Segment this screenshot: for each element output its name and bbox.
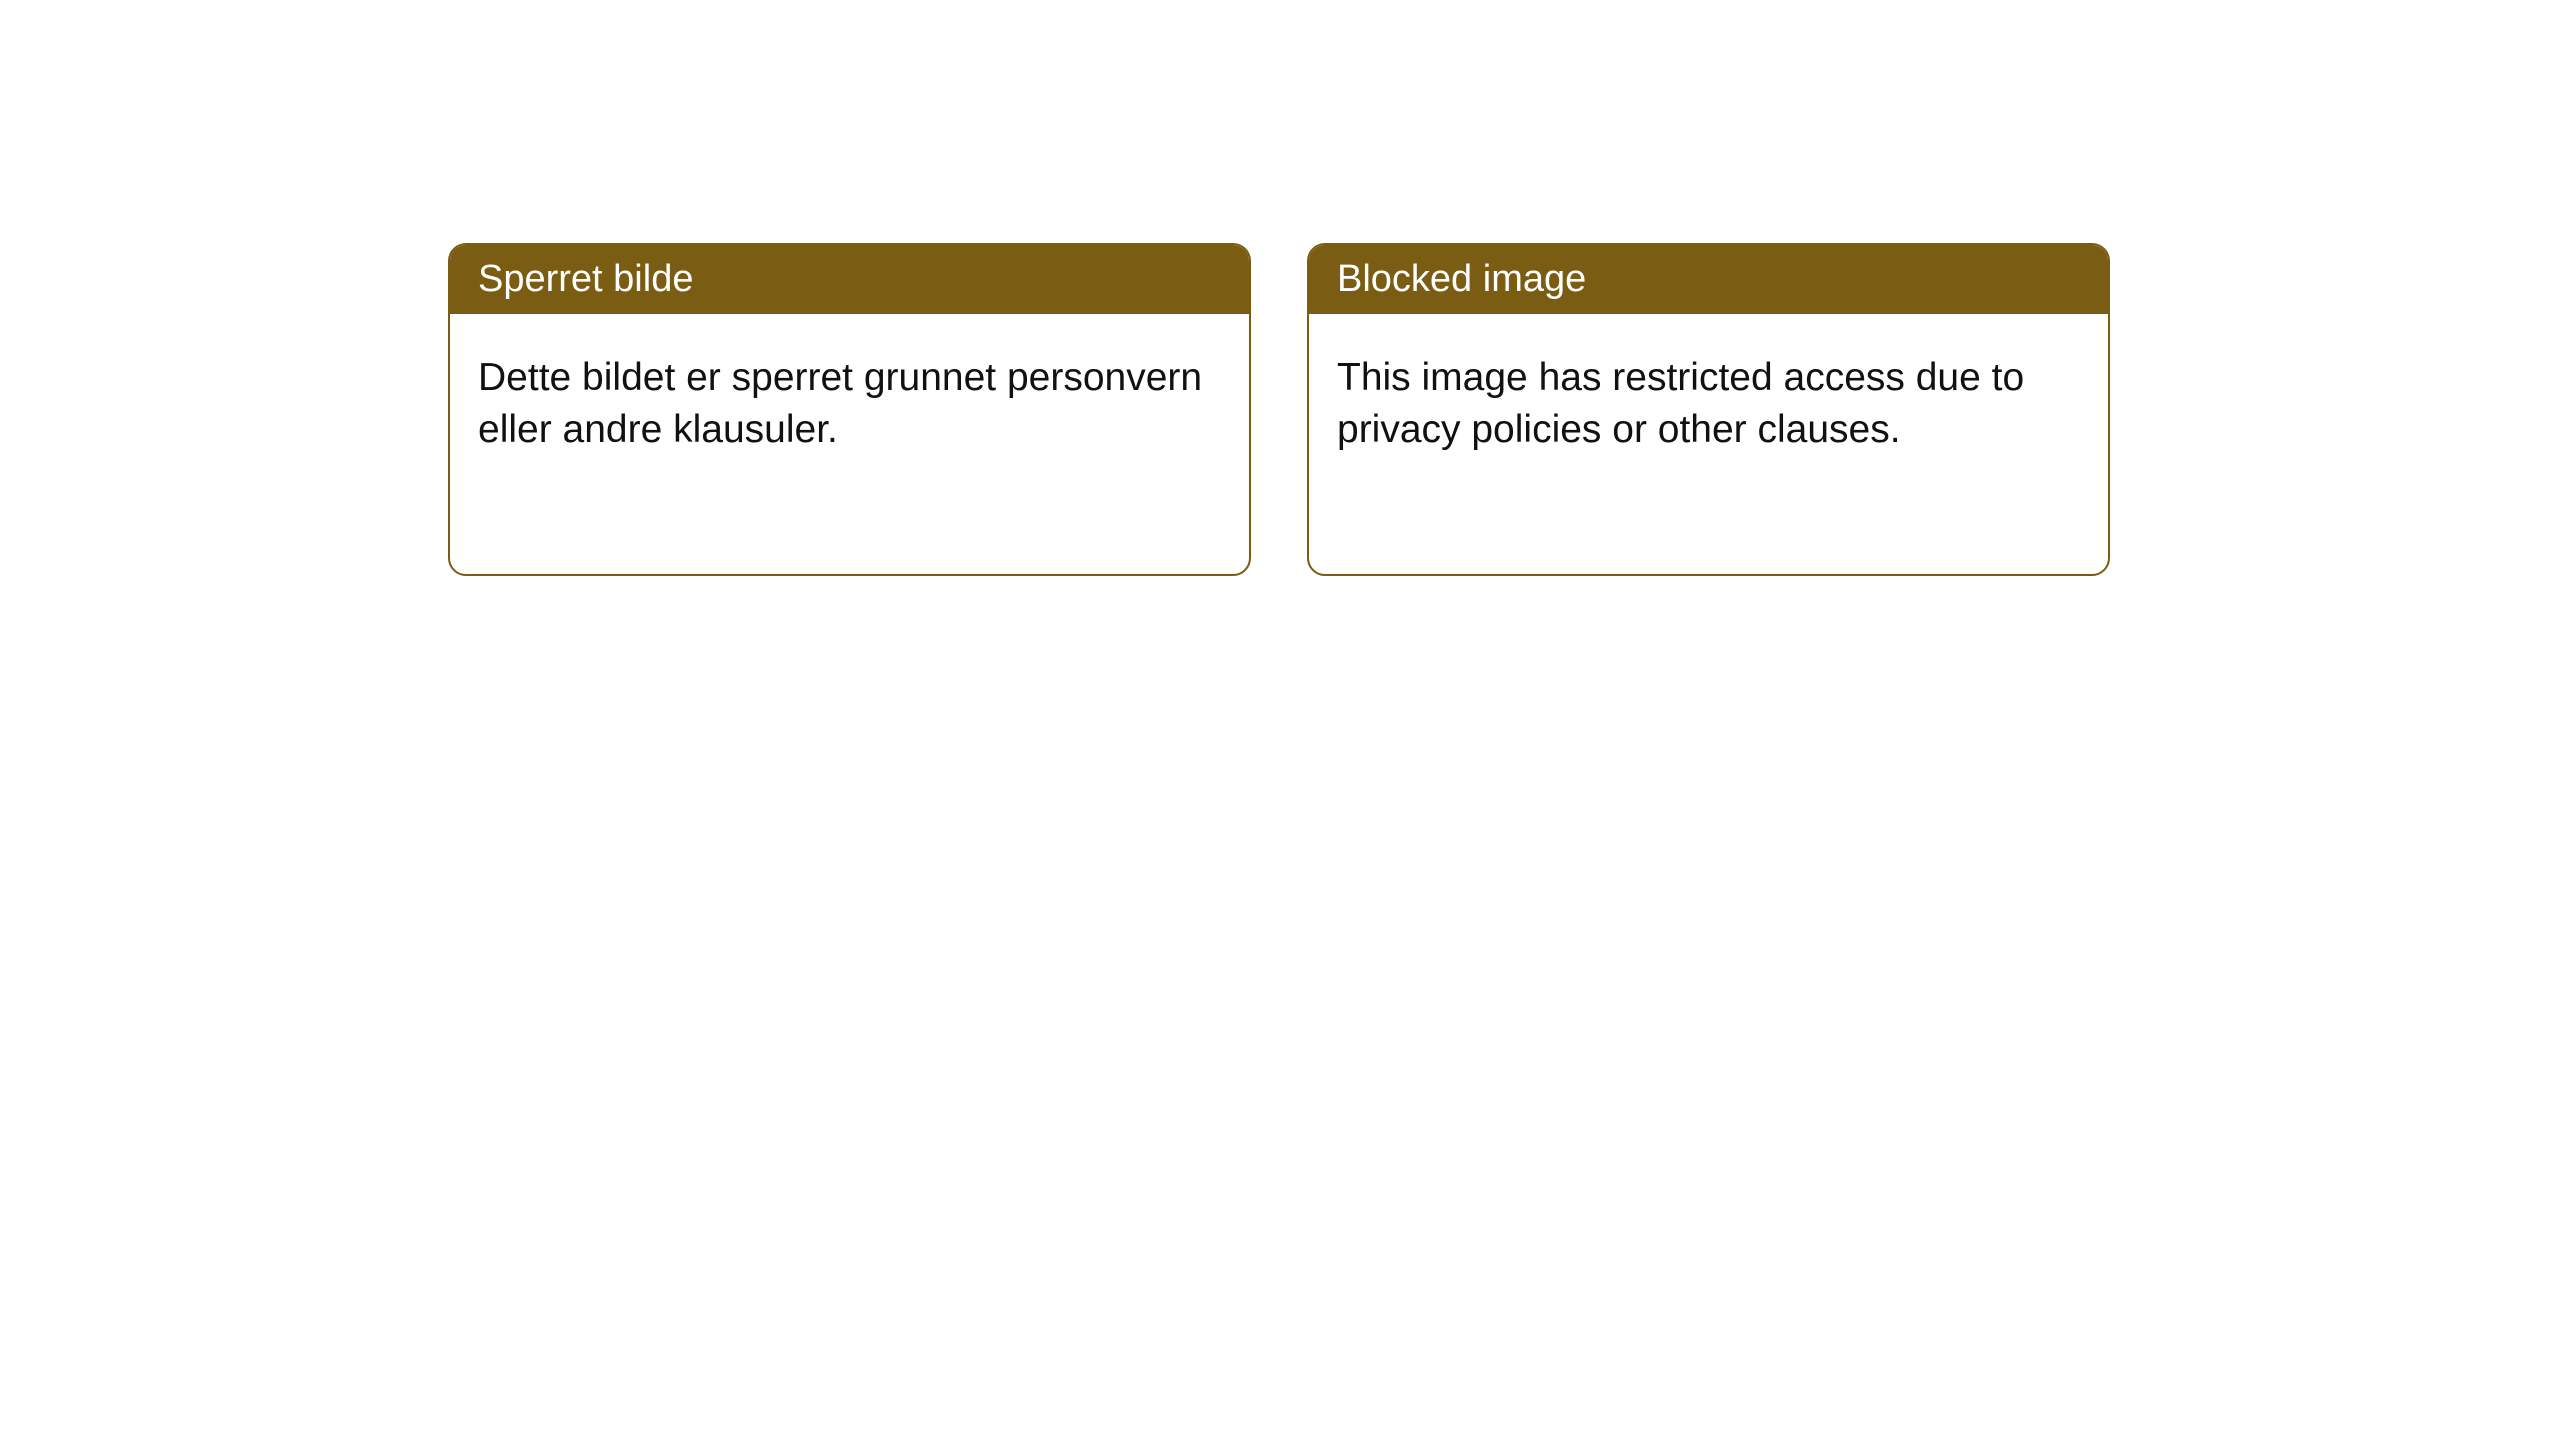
- card-body-text: This image has restricted access due to …: [1337, 356, 2024, 451]
- card-header: Sperret bilde: [450, 245, 1249, 314]
- card-body: This image has restricted access due to …: [1309, 314, 2108, 494]
- card-title: Sperret bilde: [478, 258, 693, 300]
- notice-card-english: Blocked image This image has restricted …: [1307, 243, 2110, 576]
- notice-container: Sperret bilde Dette bildet er sperret gr…: [0, 0, 2560, 576]
- card-body: Dette bildet er sperret grunnet personve…: [450, 314, 1249, 494]
- notice-card-norwegian: Sperret bilde Dette bildet er sperret gr…: [448, 243, 1251, 576]
- card-body-text: Dette bildet er sperret grunnet personve…: [478, 356, 1202, 451]
- card-header: Blocked image: [1309, 245, 2108, 314]
- card-title: Blocked image: [1337, 258, 1586, 300]
